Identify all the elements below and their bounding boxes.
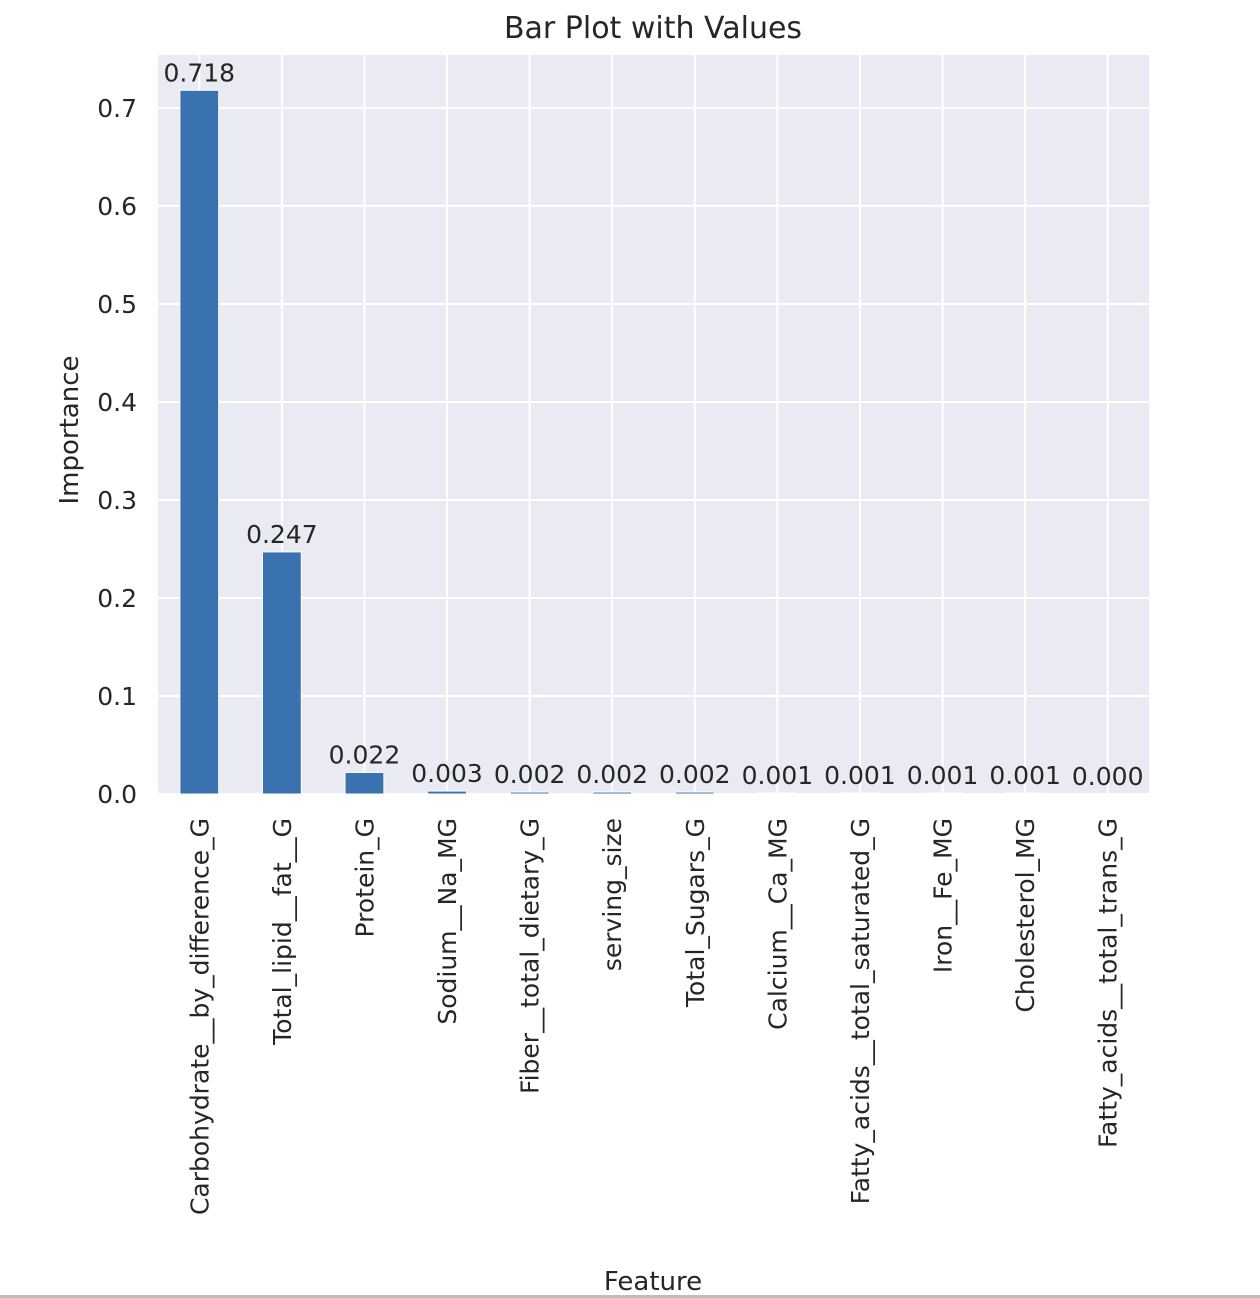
x-tick-label: Fatty_acids__total_saturated_G <box>846 818 875 1204</box>
y-tick-label: 0.5 <box>97 290 137 319</box>
x-tick-label: Calcium__Ca_MG <box>763 818 792 1030</box>
bar-3 <box>427 790 467 795</box>
bar-value-label: 0.000 <box>1072 762 1144 791</box>
bar-6 <box>674 791 715 795</box>
x-axis-ticks: Carbohydrate__by_difference_G Total_lipid… <box>185 818 1122 1215</box>
x-tick-label: Fatty_acids__total_trans_G <box>1094 818 1123 1148</box>
bar-value-label: 0.002 <box>494 760 566 789</box>
x-tick-label: Total_lipid__fat__G <box>268 818 297 1046</box>
x-tick-label: Carbohydrate__by_difference_G <box>185 818 214 1215</box>
bar-value-label: 0.003 <box>411 759 483 788</box>
y-tick-label: 0.4 <box>97 388 137 417</box>
y-tick-label: 0.7 <box>97 94 137 123</box>
bar-2 <box>344 771 385 795</box>
bar-5 <box>592 791 633 795</box>
bar-10 <box>1005 792 1046 795</box>
y-axis-ticks: 0.0 0.1 0.2 0.3 0.4 0.5 0.6 0.7 <box>97 94 137 809</box>
chart-title: Bar Plot with Values <box>504 11 802 46</box>
bar-value-label: 0.002 <box>659 760 731 789</box>
x-tick-label: Total_Sugars_G <box>681 818 710 1008</box>
x-tick-label: serving_size <box>598 818 627 971</box>
y-tick-label: 0.3 <box>97 486 137 515</box>
x-tick-label: Iron__Fe_MG <box>929 818 958 973</box>
y-tick-label: 0.2 <box>97 584 137 613</box>
bottom-divider <box>0 1295 1260 1298</box>
y-tick-label: 0.1 <box>97 682 137 711</box>
bar-value-label: 0.022 <box>329 740 401 769</box>
x-axis-label: Feature <box>604 1267 702 1297</box>
bar-4 <box>509 791 550 795</box>
x-tick-label: Fiber__total_dietary_G <box>516 818 545 1094</box>
value-labels: 0.718 0.247 0.022 0.003 0.002 0.002 0.002 0.001… <box>164 58 1144 791</box>
y-tick-label: 0.6 <box>97 192 137 221</box>
bar-7 <box>757 792 798 795</box>
bar-1 <box>261 551 302 795</box>
bar-value-label: 0.001 <box>989 761 1061 790</box>
plot-area <box>158 55 1149 794</box>
x-tick-label: Cholesterol_MG <box>1011 818 1040 1013</box>
bar-value-label: 0.718 <box>164 58 236 87</box>
bar-9 <box>922 792 963 795</box>
bar-value-label: 0.001 <box>742 761 814 790</box>
grid-lines <box>158 55 1149 795</box>
bar-8 <box>840 792 880 795</box>
bar-0 <box>179 89 220 795</box>
x-tick-label: Protein_G <box>350 818 379 938</box>
y-axis-label: Importance <box>55 356 85 505</box>
x-tick-label: Sodium__Na_MG <box>433 818 462 1025</box>
bar-value-label: 0.247 <box>246 520 318 549</box>
bar-value-label: 0.001 <box>824 761 896 790</box>
y-tick-label: 0.0 <box>97 780 137 809</box>
bars <box>179 89 1046 795</box>
bar-value-label: 0.002 <box>576 760 648 789</box>
bar-value-label: 0.001 <box>907 761 979 790</box>
